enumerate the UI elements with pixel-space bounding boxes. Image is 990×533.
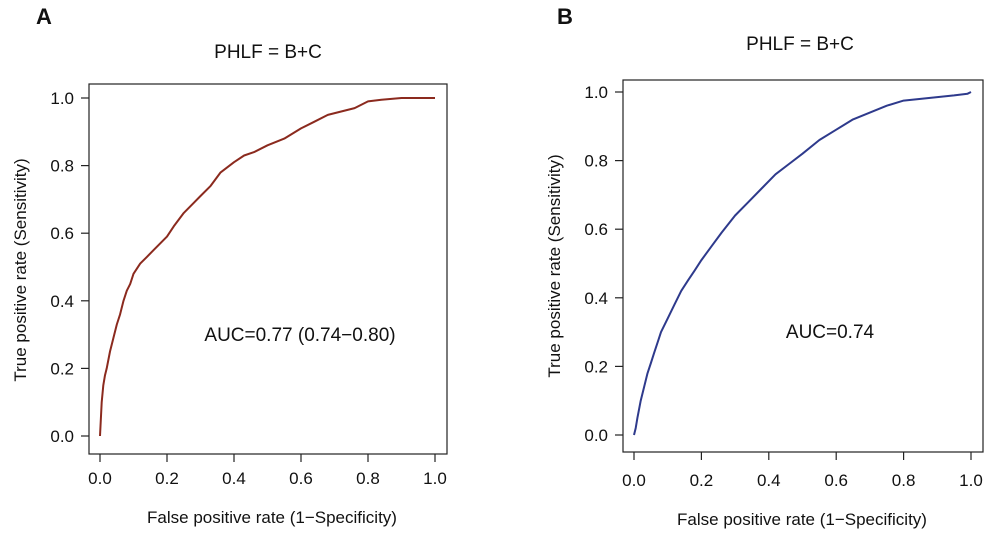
panel-b-x-axis: 0.0 0.2 0.4 0.6 0.8 1.0 <box>622 452 983 490</box>
y-tick-label: 0.8 <box>50 157 74 176</box>
panel-a-title: PHLF = B+C <box>214 42 322 63</box>
panel-a-y-axis: 0.0 0.2 0.4 0.6 0.8 1.0 <box>50 89 89 446</box>
y-tick-label: 0.6 <box>584 220 608 239</box>
y-tick-label: 1.0 <box>50 89 74 108</box>
x-tick-label: 0.6 <box>824 471 848 490</box>
x-tick-label: 1.0 <box>959 471 983 490</box>
y-tick-label: 1.0 <box>584 83 608 102</box>
y-tick-label: 0.6 <box>50 224 74 243</box>
panel-b-y-axis-label: True positive rate (Sensitivity) <box>545 154 564 377</box>
panel-a-plot-frame <box>88 83 448 455</box>
x-tick-label: 0.2 <box>690 471 714 490</box>
x-tick-label: 0.6 <box>289 469 313 488</box>
x-tick-label: 0.8 <box>356 469 380 488</box>
y-tick-label: 0.8 <box>584 152 608 171</box>
x-tick-label: 0.0 <box>622 471 646 490</box>
panel-b-roc-curve <box>633 91 972 436</box>
panel-b: B PHLF = B+C 0.0 0.2 0.4 0.6 0.8 1.0 0.00.20.… <box>545 4 984 529</box>
x-tick-label: 0.4 <box>757 471 781 490</box>
x-tick-label: 0.2 <box>155 469 179 488</box>
y-tick-label: 0.4 <box>50 292 74 311</box>
x-tick-label: 0.8 <box>892 471 916 490</box>
panel-a-x-axis-label: False positive rate (1−Specificity) <box>147 508 397 527</box>
panel-b-letter: B <box>557 4 573 29</box>
panel-a-y-axis-label: True positive rate (Sensitivity) <box>11 158 30 381</box>
y-tick-label: 0.0 <box>50 427 74 446</box>
panel-b-x-axis-label: False positive rate (1−Specificity) <box>677 510 927 529</box>
y-tick-label: 0.0 <box>584 426 608 445</box>
panel-a-roc-curve <box>99 97 435 437</box>
panel-a: A PHLF = B+C 0.0 0.2 0.4 0.6 0.8 1.0 0.00.20.… <box>11 4 448 527</box>
panel-b-auc-label: AUC=0.74 <box>786 322 875 343</box>
panel-a-letter: A <box>36 4 52 29</box>
panel-a-x-axis: 0.0 0.2 0.4 0.6 0.8 1.0 <box>88 454 447 488</box>
panel-b-title: PHLF = B+C <box>746 34 854 55</box>
x-tick-label: 1.0 <box>423 469 447 488</box>
x-tick-label: 0.4 <box>222 469 246 488</box>
panel-b-plot-frame <box>622 79 984 453</box>
panel-b-y-axis: 0.0 0.2 0.4 0.6 0.8 1.0 <box>584 83 623 445</box>
y-tick-label: 0.4 <box>584 289 608 308</box>
y-tick-label: 0.2 <box>50 359 74 378</box>
y-tick-label: 0.2 <box>584 357 608 376</box>
x-tick-label: 0.0 <box>88 469 112 488</box>
panel-a-auc-label: AUC=0.77 (0.74−0.80) <box>204 325 395 346</box>
